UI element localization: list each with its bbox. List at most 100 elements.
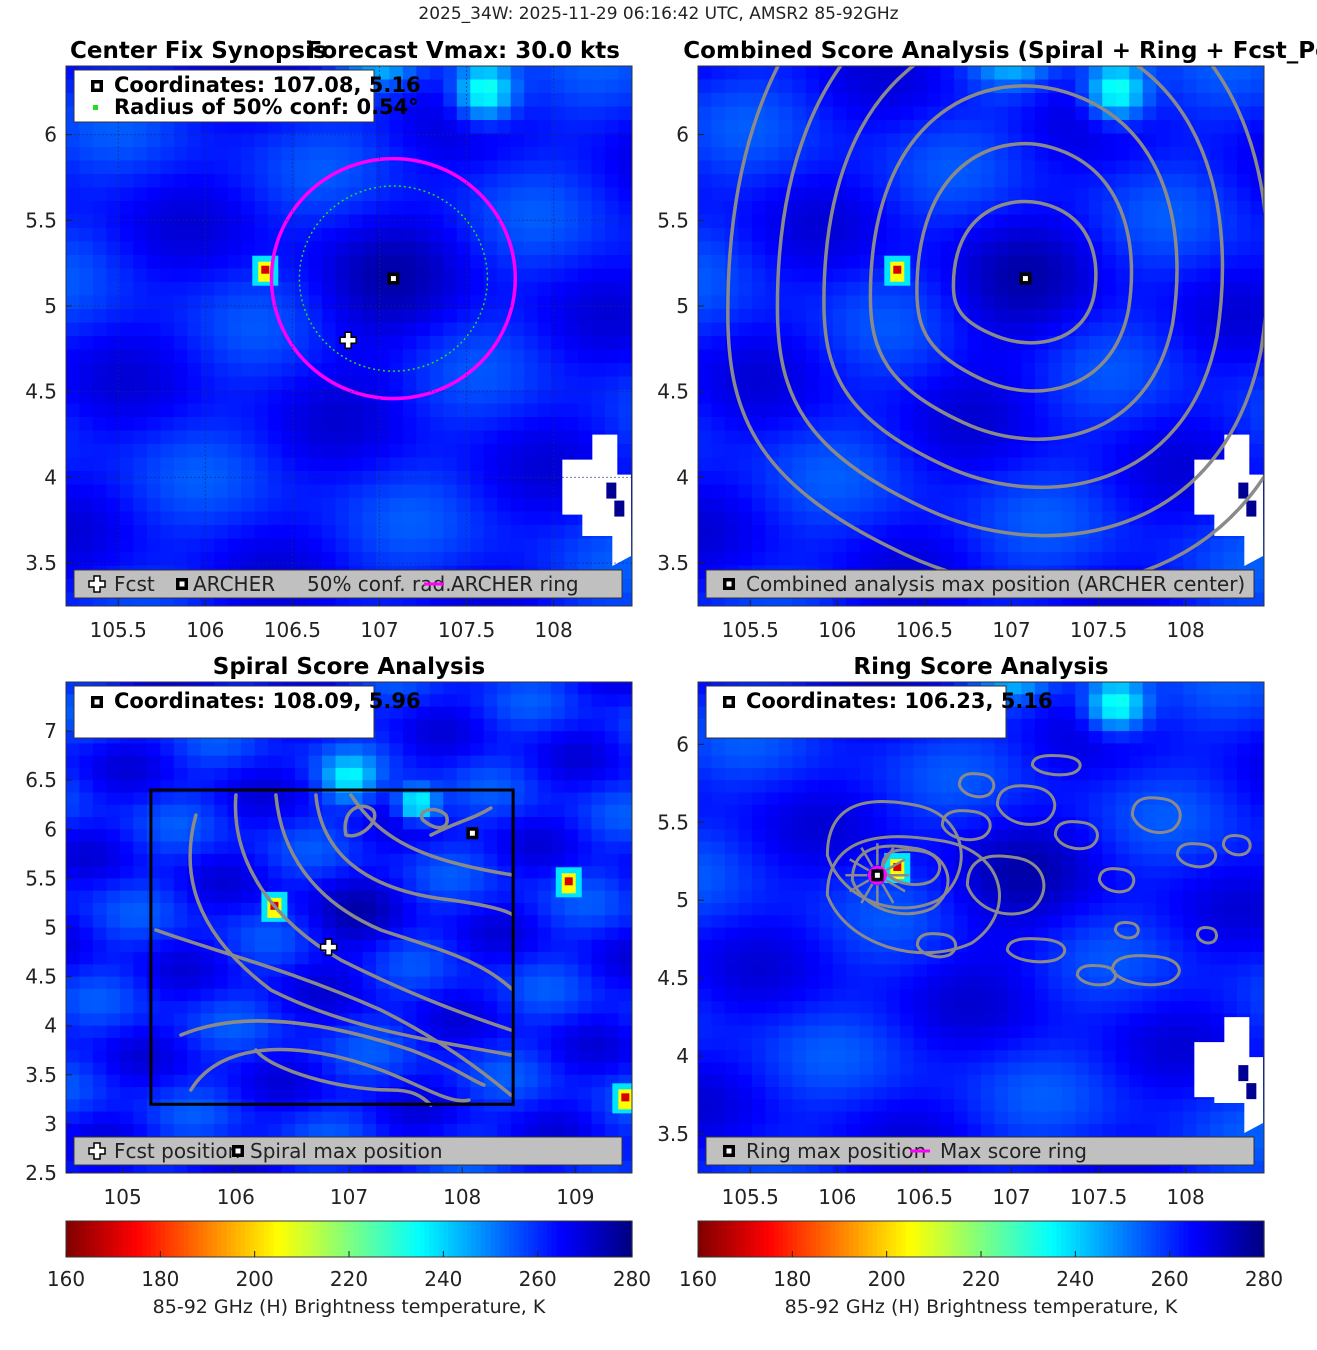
colorbar-tick-label: 240 — [424, 1267, 462, 1291]
colorbar-tick-label: 280 — [1245, 1267, 1283, 1291]
colorbar-tick-label: 260 — [1151, 1267, 1189, 1291]
y-tick-label: 5 — [676, 294, 689, 318]
y-tick-label: 4 — [44, 1014, 57, 1038]
x-tick-label: 106 — [186, 618, 224, 642]
score-contour — [860, 883, 874, 904]
y-tick-label: 4 — [676, 465, 689, 489]
axes-frame — [697, 681, 1265, 1174]
score-contour — [849, 858, 870, 872]
legend-box — [73, 569, 623, 599]
hotspot-cell — [261, 265, 270, 274]
legend-fcst-icon — [88, 1142, 106, 1160]
score-contour — [885, 858, 906, 872]
x-tick-label: 108 — [443, 1185, 481, 1209]
score-contour — [1195, 925, 1218, 945]
score-contour — [822, 66, 1225, 490]
x-tick-label: 108 — [1167, 1185, 1205, 1209]
score-contour — [429, 806, 493, 837]
score-contour — [254, 1048, 433, 1107]
y-tick-label: 3.5 — [25, 1063, 57, 1087]
info-archer-icon-center — [94, 699, 100, 705]
spiral-max-marker-center — [469, 830, 475, 836]
missing-data-mask — [562, 434, 631, 566]
legend-label: ARCHER ring — [451, 572, 579, 596]
y-tick-label: 4.5 — [25, 965, 57, 989]
info-line: Coordinates: 106.23, 5.16 — [746, 689, 1053, 713]
score-contour — [1097, 867, 1136, 894]
hotspot-cell — [893, 863, 902, 872]
y-tick-label: 3.5 — [657, 1122, 689, 1146]
score-contour — [951, 199, 1098, 345]
score-contour — [274, 793, 515, 992]
y-tick-label: 5.5 — [25, 208, 57, 232]
legend-label: Ring max position — [746, 1139, 926, 1163]
panel-title: Ring Score Analysis — [853, 654, 1108, 680]
y-tick-label: 6 — [676, 123, 689, 147]
colorbar-tick-label: 180 — [773, 1267, 811, 1291]
score-contour — [343, 804, 377, 838]
colorbar-tick-label: 260 — [519, 1267, 557, 1291]
score-contour — [885, 879, 906, 893]
info-line: Radius of 50% conf: 0.54° — [114, 95, 419, 119]
x-tick-label: 107.5 — [438, 618, 495, 642]
y-tick-label: 6.5 — [25, 768, 57, 792]
colorbar-tick-label: 200 — [236, 1267, 274, 1291]
y-tick-label: 3 — [44, 1112, 57, 1136]
score-contour — [1005, 937, 1067, 964]
plot-area — [698, 66, 1264, 606]
score-contour — [957, 772, 996, 799]
forecast-marker — [319, 938, 338, 956]
legend-label: Spiral max position — [250, 1139, 443, 1163]
score-contour — [915, 141, 1134, 393]
missing-data-mask — [1194, 1017, 1263, 1133]
info-line: Coordinates: 108.09, 5.96 — [114, 689, 421, 713]
x-tick-label: 106 — [818, 618, 856, 642]
panel-combined-score: 105.5 106 106.5 107 107.5 108 3.5 4 4.5 5 5.5 6 Comb… — [657, 38, 1317, 642]
score-contour — [1175, 842, 1218, 869]
score-contour — [349, 793, 515, 877]
score-contour — [940, 809, 992, 842]
score-contour — [1130, 796, 1182, 834]
panel-title-right: Forecast Vmax: 30.0 kts — [307, 38, 620, 64]
colorbar-label: 85-92 GHz (H) Brightness temperature, K — [785, 1296, 1178, 1318]
x-tick-label: 107 — [330, 1185, 368, 1209]
colorbar-tick-label: 220 — [962, 1267, 1000, 1291]
x-tick-label: 106.5 — [896, 618, 953, 642]
axes-frame — [697, 65, 1265, 607]
figure-suptitle: 2025_34W: 2025-11-29 06:16:42 UTC, AMSR2… — [418, 4, 899, 24]
panel-center-fix-synopsis: 105.5 106 106.5 107 107.5 108 3.5 4 4.5 5 5.5 6 Coor… — [25, 38, 633, 642]
combined-max-marker-center — [1022, 276, 1028, 282]
y-tick-label: 5 — [676, 888, 689, 912]
y-tick-label: 2.5 — [25, 1161, 57, 1185]
score-contour — [179, 1019, 486, 1087]
axes-frame — [65, 65, 633, 607]
land-pixel — [606, 482, 617, 499]
x-tick-label: 106 — [818, 1185, 856, 1209]
score-contour — [825, 835, 1001, 955]
y-tick-label: 5.5 — [657, 208, 689, 232]
info-box — [73, 685, 375, 739]
legend-label: Max score ring — [940, 1139, 1087, 1163]
info-conf-icon — [93, 105, 98, 110]
y-tick-label: 5 — [44, 294, 57, 318]
y-tick-label: 6 — [44, 123, 57, 147]
score-contour — [860, 846, 874, 868]
score-contour — [1053, 820, 1099, 851]
panel-title: Combined Score Analysis (Spiral + Ring +… — [683, 38, 1317, 64]
info-box — [705, 685, 1007, 739]
score-contour — [189, 1047, 471, 1103]
x-tick-label: 106.5 — [896, 1185, 953, 1209]
score-contour — [314, 793, 515, 917]
forecast-marker — [339, 331, 357, 350]
x-tick-label: 105.5 — [722, 1185, 779, 1209]
ring-max-marker-center — [874, 872, 880, 878]
hotspot-cell — [564, 877, 573, 886]
hotspot-cell — [893, 265, 902, 274]
score-contour — [233, 793, 513, 1032]
info-line: Coordinates: 107.08, 5.16 — [114, 73, 421, 97]
conf-radius-ring — [298, 185, 489, 372]
score-contour — [915, 932, 958, 959]
y-tick-label: 4.5 — [25, 380, 57, 404]
colorbar-tick-label: 240 — [1056, 1267, 1094, 1291]
